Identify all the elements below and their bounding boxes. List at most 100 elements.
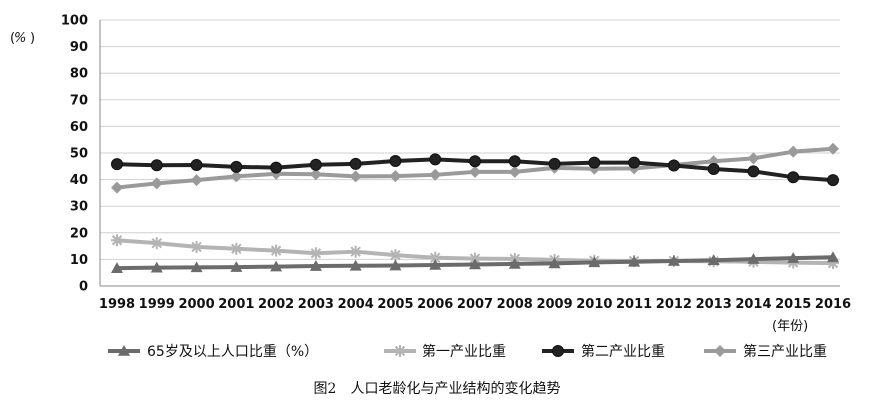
y-tick-label: 100: [61, 14, 88, 29]
x-tick-label: 2000: [178, 297, 214, 312]
x-tick-label: 2004: [338, 297, 374, 312]
data-point: [827, 251, 839, 263]
y-tick-label: 80: [70, 67, 88, 82]
data-point: [508, 257, 521, 269]
x-tick-label: 2002: [258, 297, 294, 312]
series-lines: [111, 142, 839, 273]
x-tick-labels: 1998 1999 2000 2001 2002 2003 2004 2005 2006 2007…: [99, 297, 851, 312]
data-point: [747, 165, 760, 178]
x-tick-label: 2006: [417, 297, 453, 312]
y-tick-label: 40: [70, 173, 88, 188]
x-tick-label: 2016: [815, 297, 851, 312]
y-tick-label: 10: [70, 253, 88, 268]
data-point: [150, 177, 163, 190]
data-point: [827, 174, 839, 187]
data-point: [469, 165, 481, 178]
x-tick-label: 2005: [377, 297, 413, 312]
data-point: [389, 249, 402, 262]
series-0: [111, 251, 839, 273]
y-axis-paren-close: ): [30, 31, 35, 46]
legend-swatch-elderly-marker: [118, 345, 130, 356]
data-point: [827, 142, 839, 155]
data-point: [111, 158, 123, 171]
x-tick-label: 2013: [696, 297, 732, 312]
data-point: [747, 152, 760, 165]
data-point: [111, 181, 123, 194]
x-axis-label: (年份): [772, 319, 808, 334]
data-point: [111, 262, 123, 273]
legend-swatch-primary-marker: [394, 345, 406, 357]
y-tick-label: 50: [70, 147, 88, 162]
x-tick-label: 2015: [775, 297, 811, 312]
data-point: [747, 253, 760, 264]
x-tick-label: 2008: [497, 297, 533, 312]
data-point: [787, 171, 800, 184]
x-tick-label: 1998: [99, 297, 135, 312]
data-point: [190, 158, 203, 171]
y-tick-label: 30: [70, 200, 88, 215]
data-point: [309, 247, 322, 260]
x-tick-label: 2009: [536, 297, 572, 312]
data-point: [150, 261, 163, 273]
data-point: [628, 255, 641, 267]
y-tick-label: 0: [79, 280, 88, 295]
data-point: [349, 259, 362, 271]
data-point: [230, 261, 243, 272]
data-point: [150, 237, 163, 250]
data-point: [309, 158, 322, 171]
y-tick-label: 90: [70, 40, 88, 55]
x-tick-label: 2010: [576, 297, 612, 312]
data-point: [270, 260, 283, 272]
data-point: [389, 170, 402, 183]
data-point: [429, 258, 442, 270]
legend-label-secondary: 第二产业比重: [581, 343, 665, 360]
x-tick-label: 2012: [656, 297, 692, 312]
data-point: [548, 157, 561, 170]
data-point: [190, 261, 203, 273]
data-point: [429, 168, 442, 181]
grid-lines: [100, 19, 840, 260]
data-point: [230, 170, 243, 183]
data-point: [389, 154, 402, 167]
data-point: [667, 254, 680, 266]
data-point: [588, 156, 601, 169]
data-point: [508, 155, 521, 168]
legend-item-tertiary: 第三产业比重: [704, 343, 827, 360]
data-point: [707, 162, 720, 175]
data-point: [469, 258, 481, 270]
data-point: [349, 157, 362, 170]
data-point: [469, 155, 481, 168]
y-tick-label: 70: [70, 93, 88, 108]
data-point: [349, 245, 362, 258]
data-point: [588, 256, 601, 268]
x-tick-label: 2011: [616, 297, 652, 312]
legend-label-tertiary: 第三产业比重: [743, 343, 827, 360]
data-point: [150, 159, 163, 172]
x-tick-label: 2014: [735, 297, 771, 312]
legend-label-primary: 第一产业比重: [422, 343, 506, 360]
data-point: [389, 259, 402, 271]
data-point: [309, 168, 322, 181]
data-point: [707, 254, 720, 265]
legend-item-secondary: 第二产业比重: [542, 343, 665, 360]
data-point: [787, 252, 800, 263]
data-point: [548, 257, 561, 269]
y-tick-label: 60: [70, 120, 88, 135]
data-point: [429, 153, 442, 166]
y-axis-label: %: [14, 31, 26, 46]
legend-item-primary: 第一产业比重: [384, 343, 506, 360]
data-point: [270, 161, 283, 174]
data-point: [349, 170, 362, 183]
data-point: [230, 160, 243, 173]
x-tick-label: 2007: [457, 297, 493, 312]
data-point: [270, 244, 283, 257]
data-point: [628, 156, 641, 169]
axes: [99, 20, 840, 287]
x-tick-label: 2003: [298, 297, 334, 312]
legend-item-elderly: 65岁及以上人口比重（%）: [108, 344, 318, 360]
data-point: [230, 242, 243, 255]
legend-label-elderly: 65岁及以上人口比重（%）: [147, 344, 318, 360]
x-tick-label: 1999: [139, 297, 175, 312]
data-point: [111, 234, 123, 247]
